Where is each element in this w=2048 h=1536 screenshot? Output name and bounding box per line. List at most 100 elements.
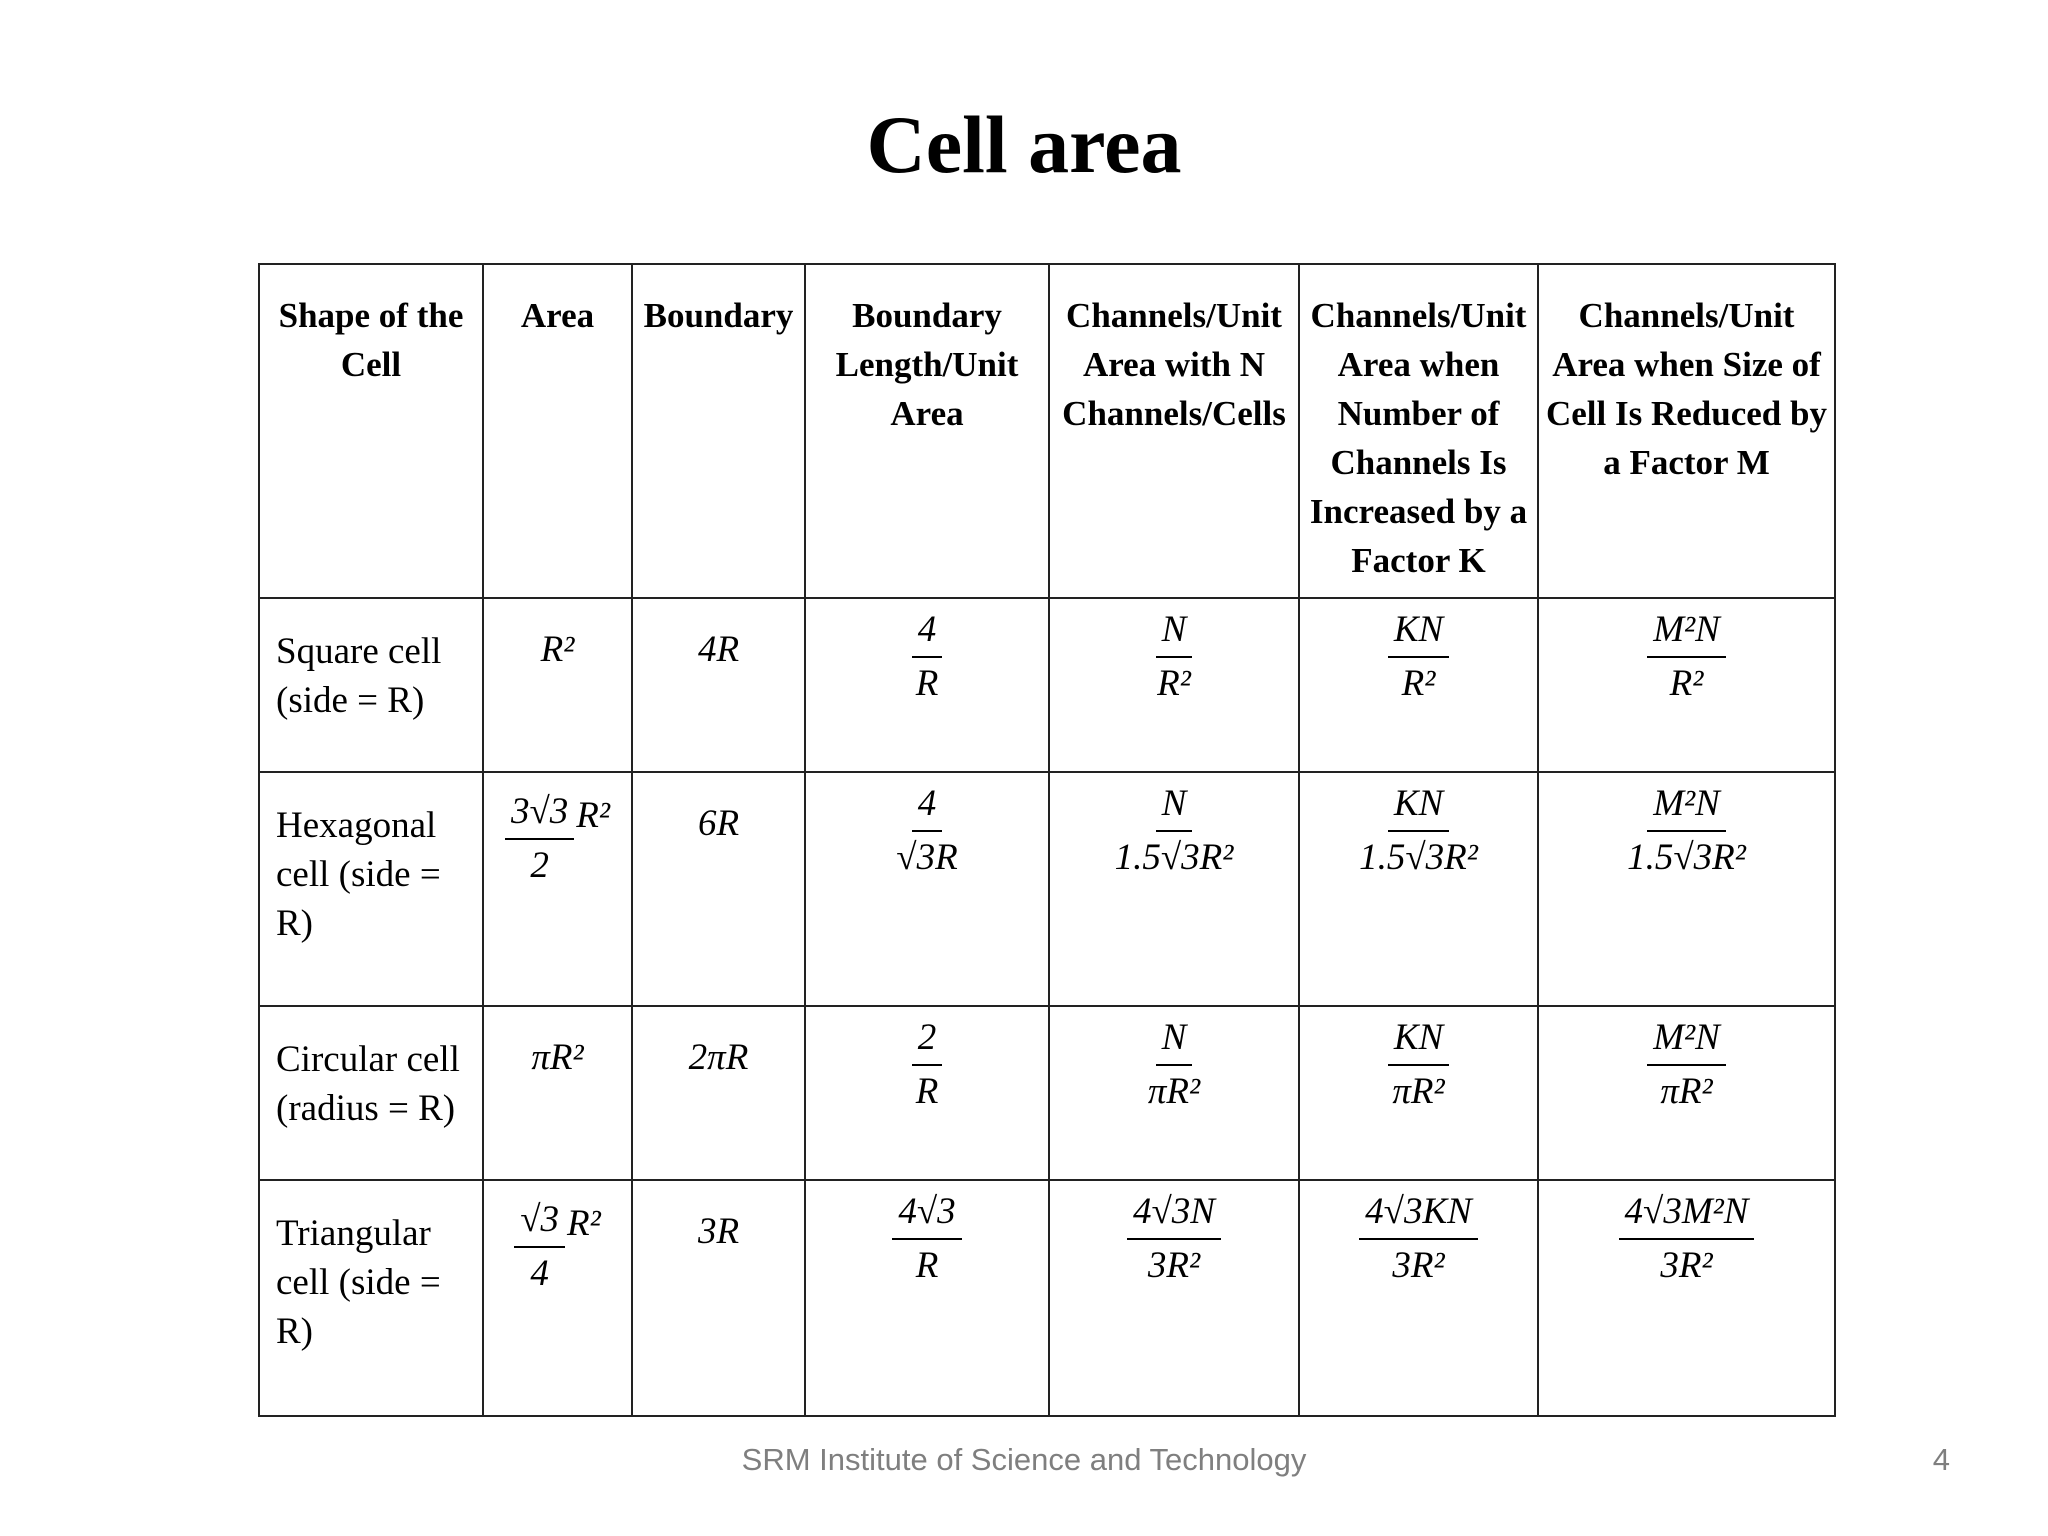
cell-shape: Circular cell (radius = R)	[258, 1005, 484, 1181]
area-value: πR²	[531, 1037, 584, 1078]
cell-channels-m: M²N 1.5√3R²	[1537, 771, 1836, 1007]
denominator: R	[915, 663, 939, 704]
numerator: N	[1155, 607, 1193, 658]
numerator: M²N	[1647, 607, 1726, 658]
cell-channels-m: M²N R²	[1537, 597, 1836, 773]
header-shape: Shape of the Cell	[258, 263, 484, 599]
cell-channels-k: KN πR²	[1298, 1005, 1539, 1181]
numerator: KN	[1387, 781, 1450, 832]
table-row: Hexagonal cell (side = R) 3√3 2 R² 6R 4 √3R…	[258, 771, 1836, 1007]
area-expression: √3 4 R²	[514, 1189, 601, 1297]
fraction: M²N πR²	[1647, 1015, 1726, 1115]
denominator: R²	[1669, 663, 1704, 704]
area-factor: R²	[567, 1202, 601, 1244]
fraction: 4√3 R	[892, 1189, 962, 1289]
cell-boundary: 6R	[631, 771, 806, 1007]
area-value: R²	[540, 629, 575, 670]
cell-channels-n: N 1.5√3R²	[1048, 771, 1300, 1007]
denominator: πR²	[1660, 1071, 1713, 1112]
header-area: Area	[482, 263, 633, 599]
cell-area: 3√3 2 R²	[482, 771, 633, 1007]
numerator: 3√3	[504, 789, 575, 840]
numerator: KN	[1387, 1015, 1450, 1066]
denominator: R	[915, 1071, 939, 1112]
slide-footer: SRM Institute of Science and Technology	[741, 1442, 1307, 1477]
cell-boundary: 4R	[631, 597, 806, 773]
header-boundary-per-area: Boundary Length/Unit Area	[804, 263, 1050, 599]
cell-channels-k: 4√3KN 3R²	[1298, 1179, 1539, 1417]
denominator: 1.5√3R²	[1359, 837, 1478, 878]
numerator: 2	[911, 1015, 943, 1066]
denominator: √3R	[896, 837, 958, 878]
area-expression: 3√3 2 R²	[504, 781, 610, 889]
header-channels-m: Channels/Unit Area when Size of Cell Is …	[1537, 263, 1836, 599]
numerator: 4√3	[892, 1189, 962, 1240]
numerator: 4	[911, 781, 943, 832]
fraction: 4√3R	[890, 781, 963, 881]
denominator: R²	[1401, 663, 1436, 704]
numerator: KN	[1387, 607, 1450, 658]
numerator: 4	[911, 607, 943, 658]
fraction: M²N R²	[1647, 607, 1726, 707]
denominator: 2	[530, 845, 549, 886]
numerator: 4√3KN	[1359, 1189, 1478, 1240]
table-row: Triangular cell (side = R) √3 4 R² 3R 4√3 R…	[258, 1179, 1836, 1417]
fraction: 4√3M²N 3R²	[1618, 1189, 1755, 1289]
fraction: 3√3 2	[504, 789, 575, 889]
slide-title: Cell area	[866, 99, 1182, 190]
numerator: M²N	[1647, 781, 1726, 832]
denominator: πR²	[1147, 1071, 1201, 1112]
fraction: M²N 1.5√3R²	[1621, 781, 1752, 881]
denominator: 1.5√3R²	[1627, 837, 1746, 878]
table-header-row: Shape of the Cell Area Boundary Boundary…	[258, 263, 1836, 599]
boundary-value: 6R	[697, 803, 740, 844]
numerator: 4√3M²N	[1618, 1189, 1755, 1240]
boundary-value: 2πR	[688, 1037, 749, 1078]
denominator: 3R²	[1392, 1245, 1445, 1286]
boundary-value: 4R	[697, 629, 740, 670]
fraction: 4√3N 3R²	[1127, 1189, 1221, 1289]
cell-boundary-per-area: 4√3R	[804, 771, 1050, 1007]
cell-area: R²	[482, 597, 633, 773]
numerator: 4√3N	[1127, 1189, 1221, 1240]
cell-area: √3 4 R²	[482, 1179, 633, 1417]
header-channels-k: Channels/Unit Area when Number of Channe…	[1298, 263, 1539, 599]
page-number: 4	[1932, 1442, 1950, 1477]
fraction: 4√3KN 3R²	[1359, 1189, 1478, 1289]
fraction: N 1.5√3R²	[1109, 781, 1240, 881]
numerator: N	[1155, 1015, 1193, 1066]
cell-channels-k: KN R²	[1298, 597, 1539, 773]
cell-shape: Triangular cell (side = R)	[258, 1179, 484, 1417]
denominator: R²	[1157, 663, 1191, 704]
denominator: πR²	[1392, 1071, 1445, 1112]
cell-boundary: 3R	[631, 1179, 806, 1417]
cell-area-table: Shape of the Cell Area Boundary Boundary…	[258, 263, 1836, 1417]
fraction: KN 1.5√3R²	[1353, 781, 1484, 881]
area-factor: R²	[576, 794, 610, 836]
denominator: R	[915, 1245, 939, 1286]
header-channels-n: Channels/Unit Area with N Channels/Cells	[1048, 263, 1300, 599]
cell-channels-n: N R²	[1048, 597, 1300, 773]
denominator: 4	[530, 1253, 549, 1294]
cell-channels-k: KN 1.5√3R²	[1298, 771, 1539, 1007]
cell-channels-n: 4√3N 3R²	[1048, 1179, 1300, 1417]
boundary-value: 3R	[697, 1211, 740, 1252]
fraction: KN R²	[1387, 607, 1450, 707]
fraction: √3 4	[514, 1197, 566, 1297]
cell-channels-m: 4√3M²N 3R²	[1537, 1179, 1836, 1417]
cell-shape: Hexagonal cell (side = R)	[258, 771, 484, 1007]
denominator: 1.5√3R²	[1114, 837, 1234, 878]
cell-boundary: 2πR	[631, 1005, 806, 1181]
numerator: √3	[514, 1197, 566, 1248]
denominator: 3R²	[1660, 1245, 1713, 1286]
fraction: KN πR²	[1386, 1015, 1450, 1115]
